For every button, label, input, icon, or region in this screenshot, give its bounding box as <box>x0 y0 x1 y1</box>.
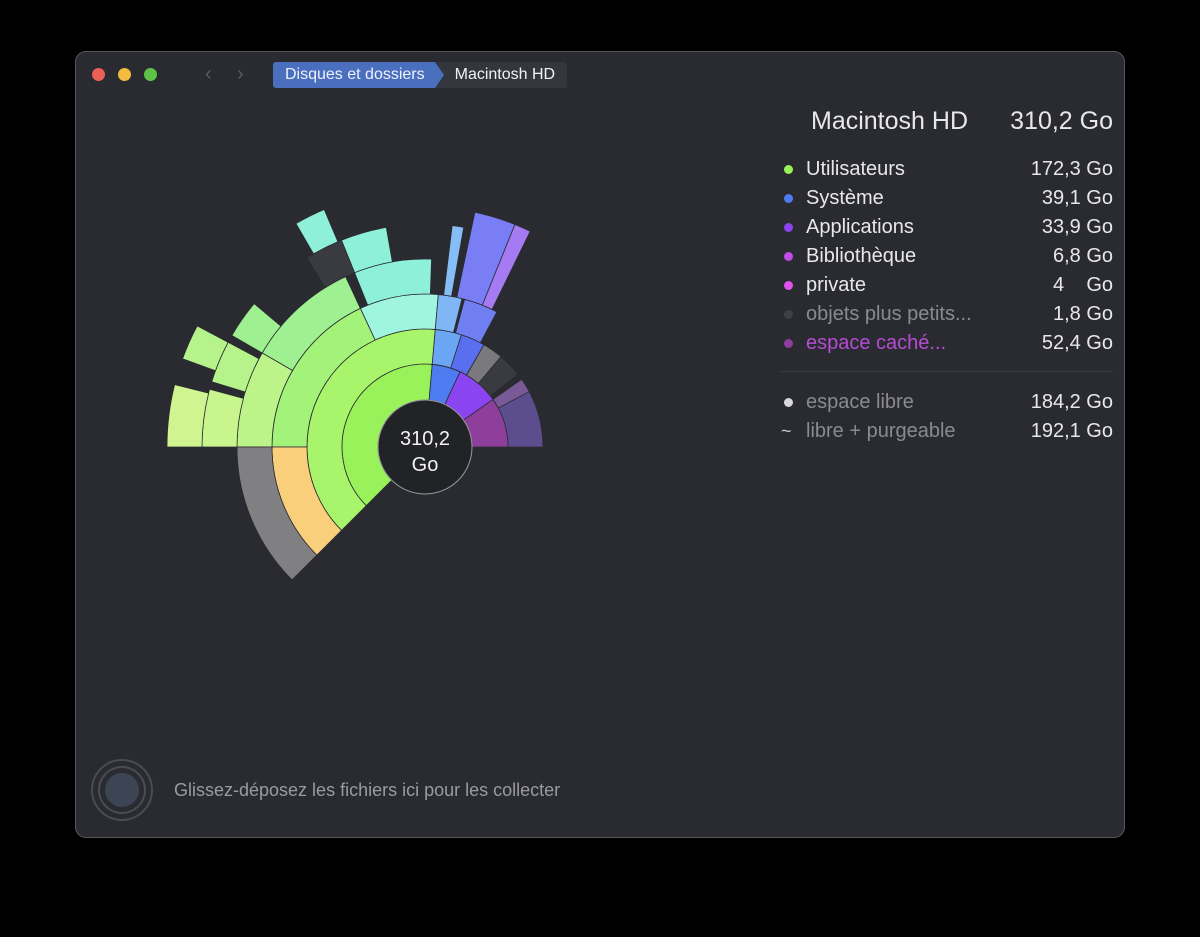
legend-label: espace caché... <box>806 332 947 354</box>
legend-item[interactable]: Bibliothèque 6,8 Go <box>781 242 1113 271</box>
legend-value: 33,9 Go <box>1041 216 1113 238</box>
tilde-icon: ~ <box>781 421 792 441</box>
legend-panel: Macintosh HD 310,2 Go Utilisateurs 172,3 … <box>781 107 1113 446</box>
color-dot-icon <box>784 281 793 290</box>
breadcrumb-macintosh-hd[interactable]: Macintosh HD <box>434 62 568 88</box>
disk-name: Macintosh HD <box>811 107 968 135</box>
legend-label: Utilisateurs <box>806 158 905 180</box>
back-icon[interactable]: ‹ <box>205 63 212 85</box>
color-dot-icon <box>784 223 793 232</box>
free-space-item[interactable]: ~ libre + purgeable 192,1 Go <box>781 417 1113 446</box>
color-dot-icon <box>784 310 793 319</box>
center-total-unit: Go <box>411 454 439 476</box>
free-space-item[interactable]: espace libre 184,2 Go <box>781 388 1113 417</box>
sunburst-segment[interactable] <box>182 325 229 372</box>
forward-icon[interactable]: › <box>237 63 244 85</box>
center-total[interactable]: 310,2 Go <box>380 426 470 478</box>
legend-label: objets plus petits... <box>806 303 972 325</box>
sunburst-segment[interactable] <box>492 378 530 409</box>
sunburst-segment[interactable] <box>443 225 465 297</box>
legend-item[interactable]: Applications 33,9 Go <box>781 213 1113 242</box>
drop-target-icon[interactable] <box>91 759 153 821</box>
legend-item[interactable]: objets plus petits... 1,8 Go <box>781 300 1113 329</box>
free-space-value: 184,2 Go <box>1030 391 1113 413</box>
disk-total: 310,2 Go <box>1010 107 1113 135</box>
legend-header: Macintosh HD 310,2 Go <box>781 107 1113 143</box>
legend-label: Système <box>806 187 884 209</box>
color-dot-icon <box>784 398 793 407</box>
legend-item[interactable]: private 4 Go <box>781 271 1113 300</box>
legend-item[interactable]: Système 39,1 Go <box>781 184 1113 213</box>
free-space-value: 192,1 Go <box>1030 420 1113 442</box>
legend-value: 4 Go <box>1052 274 1113 296</box>
drop-zone-hint: Glissez-déposez les fichiers ici pour le… <box>174 780 561 800</box>
legend-label: Bibliothèque <box>806 245 917 267</box>
free-space-label: libre + purgeable <box>806 420 956 442</box>
center-total-value: 310,2 <box>399 428 451 450</box>
minimize-button[interactable] <box>118 68 131 81</box>
center-hole[interactable] <box>377 399 473 495</box>
free-space-list: espace libre 184,2 Go ~ libre + purgeable 19… <box>781 388 1113 446</box>
sunburst-segment[interactable] <box>481 223 531 311</box>
sunburst-segment[interactable] <box>465 344 502 384</box>
sunburst-segment[interactable] <box>434 294 463 333</box>
legend-divider <box>781 371 1113 372</box>
legend-item[interactable]: espace caché... 52,4 Go <box>781 329 1113 358</box>
breadcrumb-disks-folders[interactable]: Disques et dossiers <box>273 62 444 88</box>
legend-value: 39,1 Go <box>1041 187 1113 209</box>
sunburst-chart[interactable] <box>75 51 1125 838</box>
sunburst-segment[interactable] <box>295 208 339 255</box>
color-dot-icon <box>784 194 793 203</box>
sunburst-segment[interactable] <box>354 258 432 306</box>
legend-value: 52,4 Go <box>1041 332 1113 354</box>
sunburst-segment[interactable] <box>456 211 516 306</box>
legend-label: private <box>806 274 867 296</box>
sunburst-segment[interactable] <box>236 446 318 581</box>
sunburst-segment[interactable] <box>201 388 244 448</box>
sunburst-segment[interactable] <box>231 303 282 354</box>
zoom-button[interactable] <box>144 68 157 81</box>
color-dot-icon <box>784 339 793 348</box>
legend-value: 1,8 Go <box>1052 303 1113 325</box>
legend-label: Applications <box>806 216 914 238</box>
legend-item[interactable]: Utilisateurs 172,3 Go <box>781 155 1113 184</box>
app-window: ‹ › Disques et dossiers Macintosh HD 310… <box>75 51 1125 838</box>
legend-value: 6,8 Go <box>1052 245 1113 267</box>
legend-value: 172,3 Go <box>1030 158 1113 180</box>
color-dot-icon <box>784 252 793 261</box>
free-space-label: espace libre <box>806 391 914 413</box>
breadcrumb: Disques et dossiers Macintosh HD <box>273 62 568 88</box>
sunburst-segment[interactable] <box>166 384 210 448</box>
close-button[interactable] <box>92 68 105 81</box>
color-dot-icon <box>784 165 793 174</box>
legend-list: Utilisateurs 172,3 Go Système 39,1 Go Applic… <box>781 155 1113 358</box>
